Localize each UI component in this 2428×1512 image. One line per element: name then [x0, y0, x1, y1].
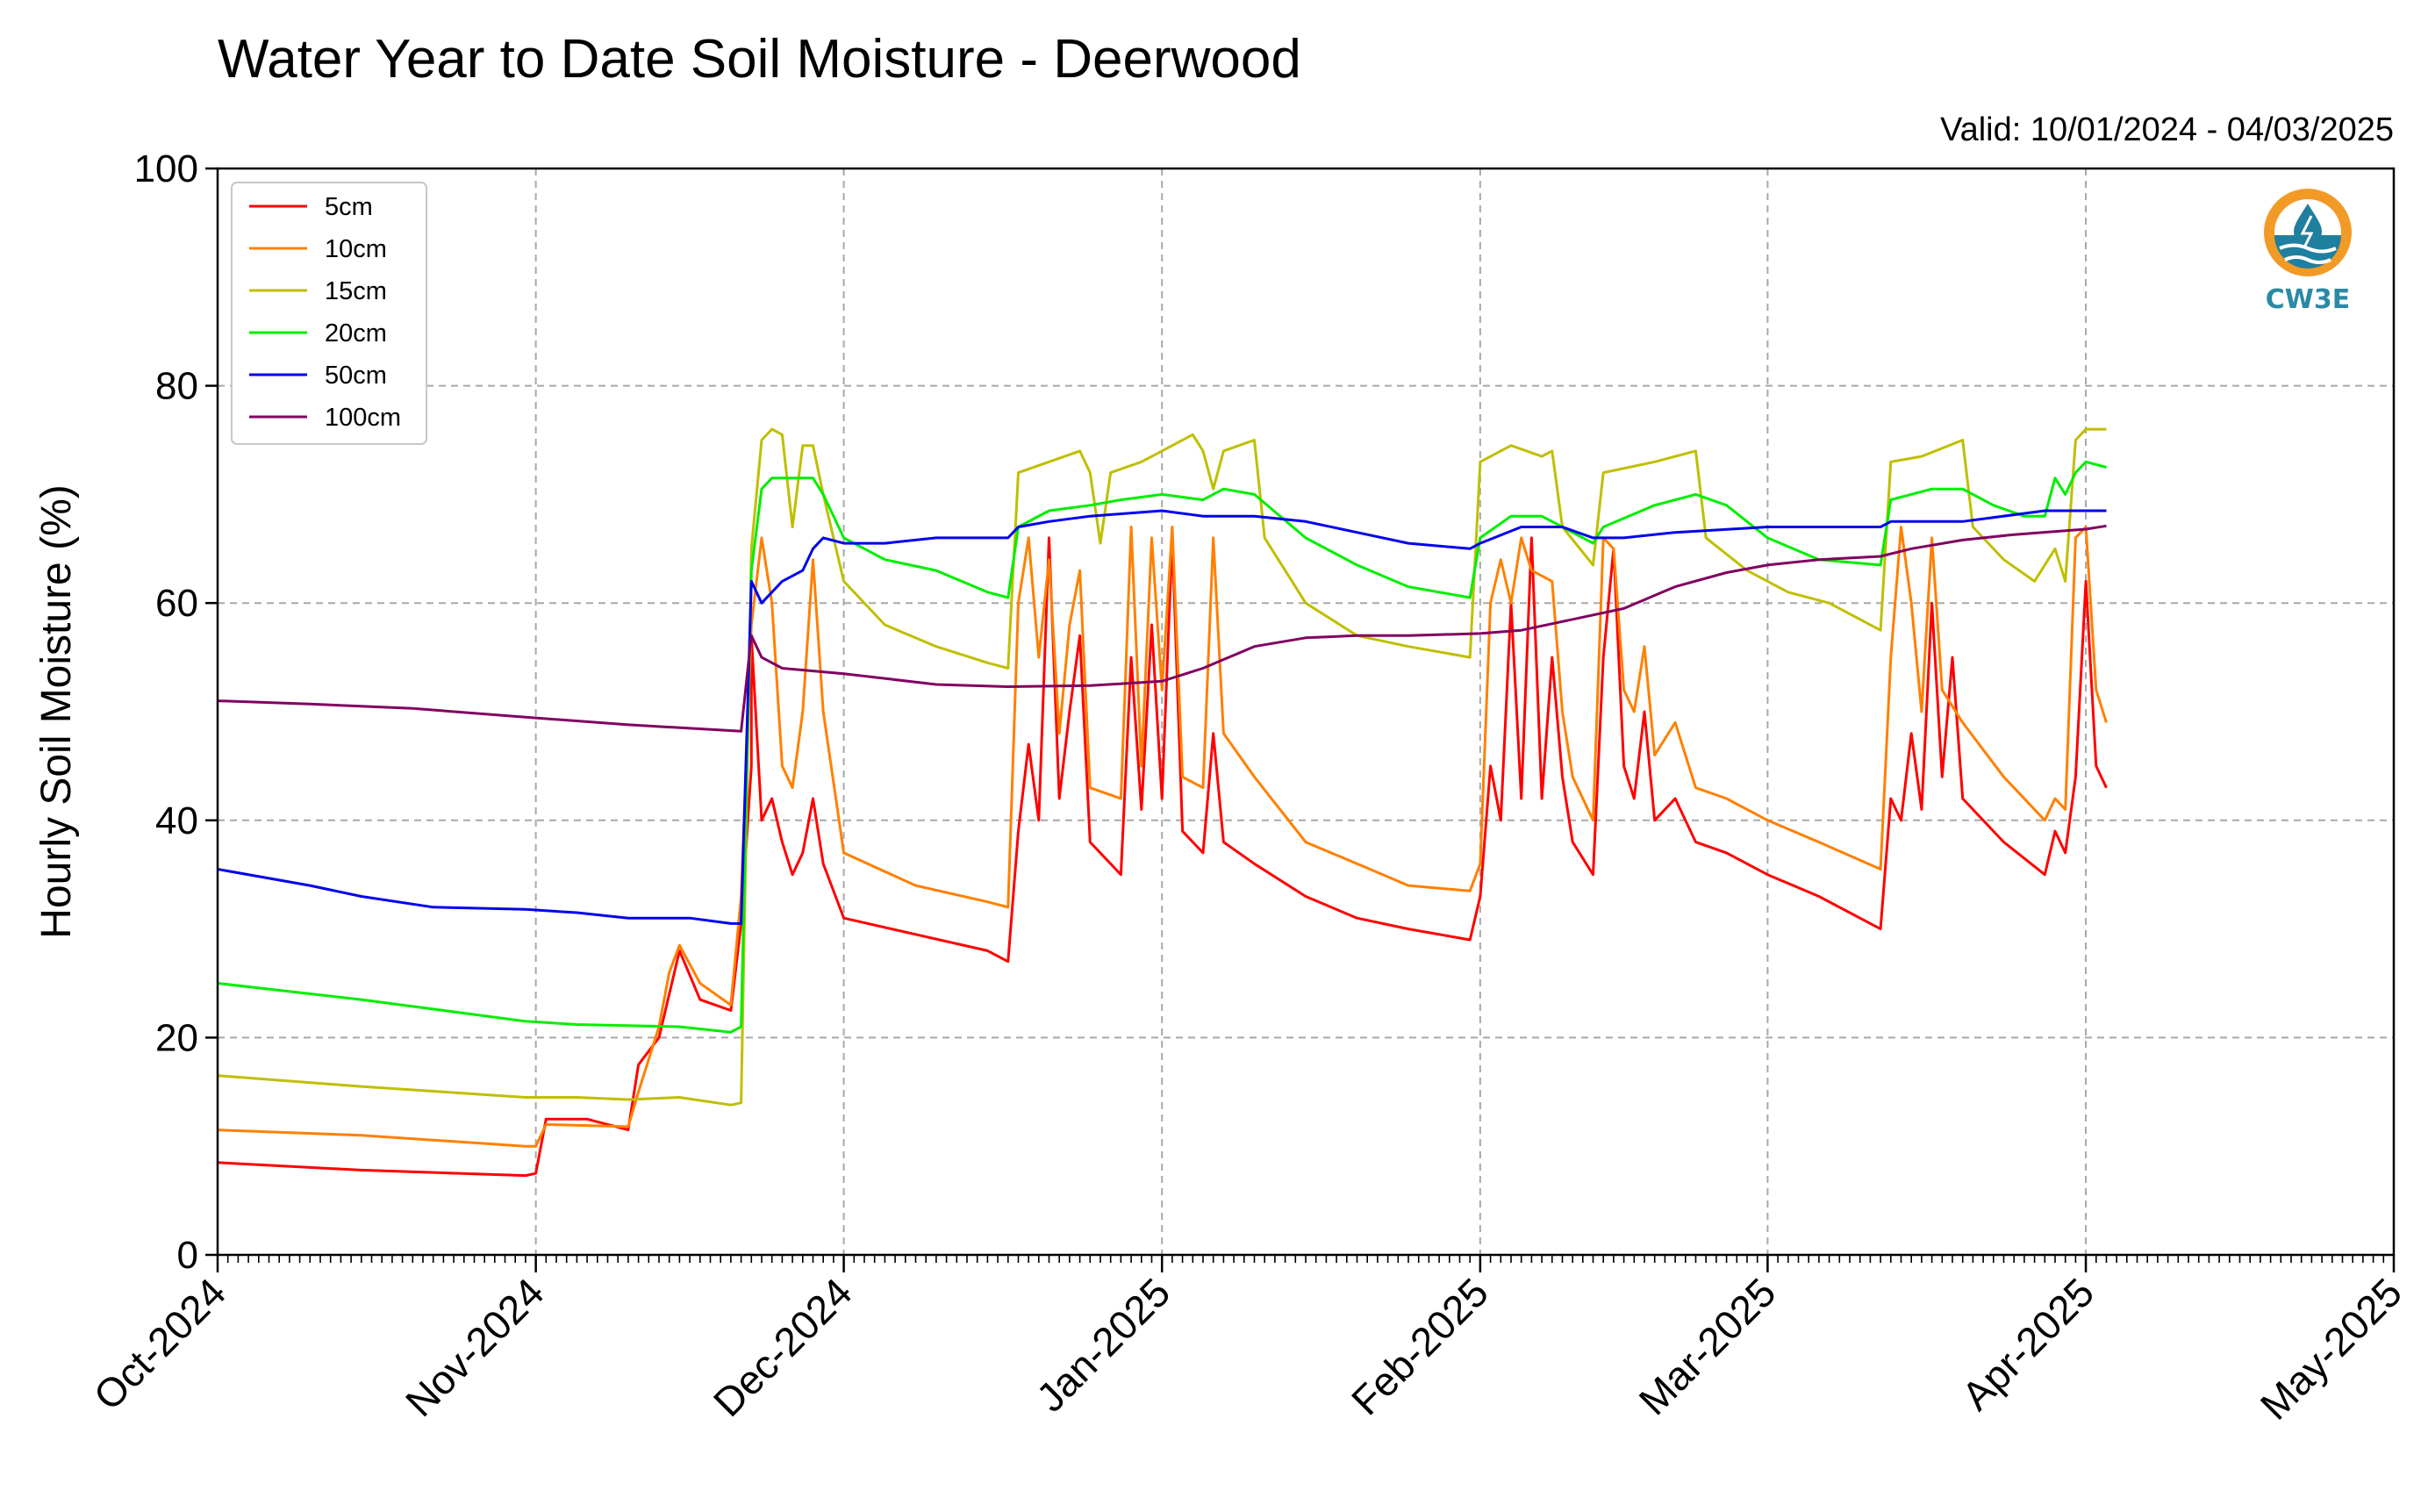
- legend-label: 10cm: [325, 235, 387, 263]
- y-tick-label: 100: [134, 147, 198, 190]
- cw3e-logo-text: CW3E: [2266, 284, 2350, 315]
- series-line-10cm: [218, 526, 2108, 1148]
- x-tick-label: Oct-2024: [85, 1269, 235, 1419]
- chart-title: Water Year to Date Soil Moisture - Deerw…: [218, 29, 1301, 90]
- series-group: [218, 427, 2108, 1178]
- series-line-15cm: [218, 427, 2107, 1107]
- y-tick-label: 60: [155, 582, 198, 625]
- series-line-100cm: [218, 524, 2107, 733]
- x-tick-label: Nov-2024: [397, 1269, 553, 1425]
- y-axis: 0 20 40 60 80 100: [134, 147, 218, 1277]
- y-tick-label: 0: [177, 1234, 198, 1277]
- x-minor-ticks: [226, 1255, 2385, 1263]
- y-tick-label: 40: [155, 799, 198, 842]
- x-tick-label: May-2025: [2252, 1269, 2410, 1428]
- series-line-5cm: [218, 536, 2108, 1178]
- legend-label: 100cm: [325, 404, 401, 432]
- legend-label: 50cm: [325, 362, 387, 390]
- y-tick-label: 80: [155, 365, 198, 408]
- x-tick-label: Dec-2024: [705, 1269, 861, 1425]
- legend-label: 15cm: [325, 277, 387, 305]
- chart-subtitle: Valid: 10/01/2024 - 04/03/2025: [1940, 111, 2394, 148]
- y-axis-label: Hourly Soil Moisture (%): [33, 484, 80, 938]
- cw3e-logo-icon: [2264, 189, 2352, 276]
- plot-frame: [216, 167, 2396, 1257]
- x-tick-label: Apr-2025: [1953, 1269, 2103, 1419]
- legend-label: 5cm: [325, 193, 373, 221]
- series-line-50cm: [218, 509, 2107, 925]
- legend: 5cm 10cm 15cm 20cm 50cm 100cm: [231, 182, 427, 445]
- y-tick-label: 20: [155, 1016, 198, 1059]
- cw3e-logo: CW3E: [2264, 189, 2352, 315]
- x-tick-label: Feb-2025: [1343, 1269, 1497, 1423]
- x-tick-label: Jan-2025: [1028, 1269, 1178, 1420]
- x-axis: Oct-2024 Nov-2024 Dec-2024 Jan-2025 Feb-2025…: [85, 1255, 2410, 1429]
- grid-lines: [218, 168, 2394, 1255]
- legend-label: 20cm: [325, 319, 387, 348]
- x-tick-label: Mar-2025: [1630, 1269, 1785, 1423]
- series-line-20cm: [218, 460, 2107, 1034]
